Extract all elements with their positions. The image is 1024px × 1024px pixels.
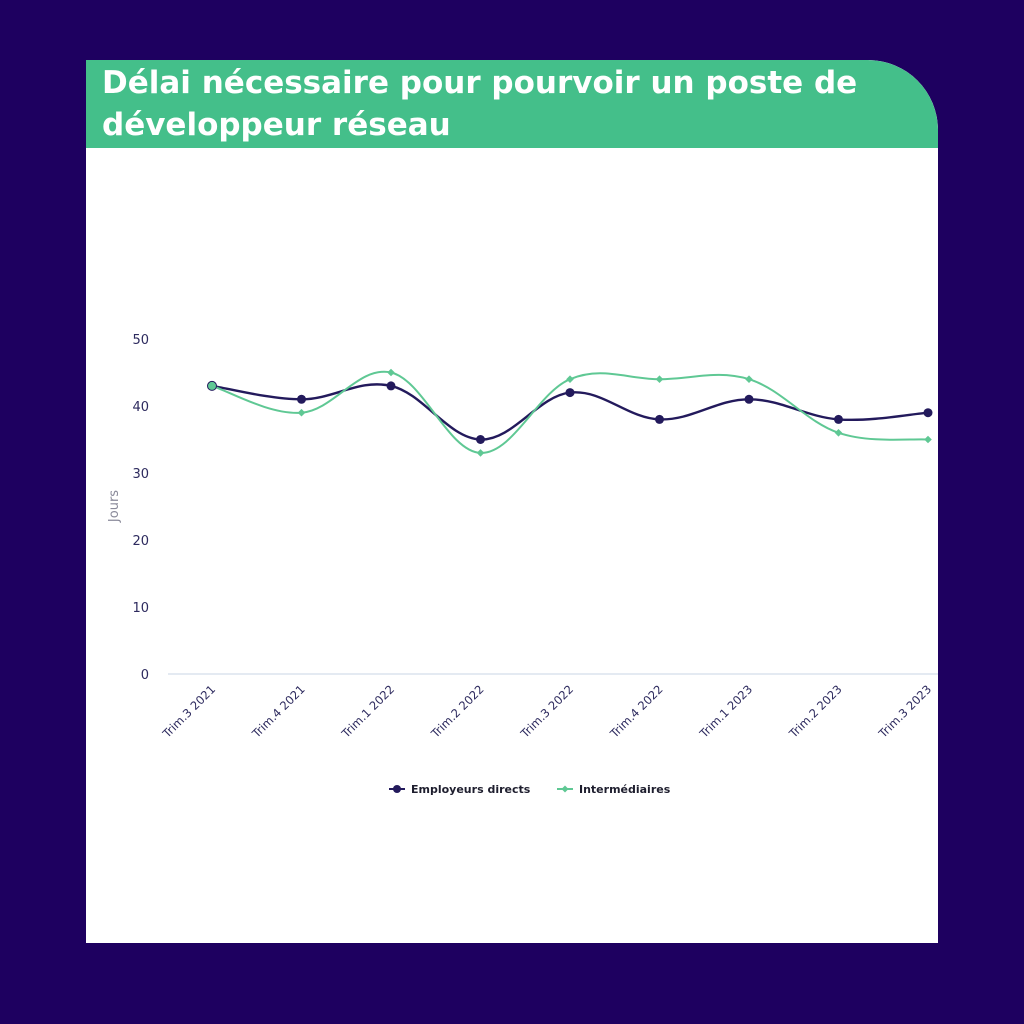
chart-title: Délai nécessaire pour pourvoir un poste … (102, 65, 858, 143)
y-tick-label: 0 (141, 668, 149, 683)
data-point-employeurs-directs (297, 394, 306, 404)
chart-area: 0 10 20 30 40 50 Jours Trim.3 2021 Trim.4 2021 Tr… (86, 148, 938, 805)
data-point-employeurs-directs (744, 394, 754, 404)
x-tick-label: Trim.1 2023 (696, 682, 755, 741)
x-tick-label: Trim.3 2023 (875, 682, 934, 741)
data-point-employeurs-directs (655, 414, 664, 424)
data-point-employeurs-directs (565, 388, 575, 398)
data-point-intermediaires (924, 435, 932, 444)
empty-area (86, 805, 938, 943)
data-point-employeurs-directs (476, 435, 485, 444)
data-point-overlap (207, 380, 217, 391)
series-line-intermediaires (211, 370, 929, 454)
x-tick-label: Trim.3 2021 (159, 682, 218, 741)
line-chart: 0 10 20 30 40 50 Jours Trim.3 2021 Trim.4 2021 Tr… (107, 333, 938, 796)
legend-label: Employeurs directs (411, 783, 531, 796)
x-tick-label: Trim.1 2022 (338, 682, 397, 741)
data-point-intermediaires (476, 449, 485, 457)
legend-marker (393, 785, 401, 793)
x-tick-label: Trim.2 2022 (428, 682, 487, 741)
data-point-intermediaires (387, 368, 395, 377)
x-tick-label: Trim.2 2023 (786, 682, 845, 741)
y-axis-label: Jours (107, 490, 122, 523)
data-point-intermediaires (566, 375, 574, 383)
y-tick-label: 40 (132, 400, 149, 415)
legend-label: Intermédiaires (579, 783, 671, 796)
data-point-employeurs-directs (923, 408, 933, 418)
data-point-intermediaires (297, 408, 306, 417)
x-tick-label: Trim.4 2021 (249, 682, 308, 741)
y-tick-label: 50 (132, 333, 149, 348)
data-point-intermediaires (834, 429, 843, 437)
x-tick-label: Trim.3 2022 (517, 682, 576, 741)
data-point-intermediaires (745, 375, 753, 383)
y-tick-label: 20 (132, 534, 149, 549)
data-point-employeurs-directs (834, 414, 843, 424)
y-tick-label: 10 (132, 601, 149, 616)
title-bar: Délai nécessaire pour pourvoir un poste … (86, 60, 938, 148)
x-tick-label: Trim.4 2022 (607, 682, 666, 741)
chart-card: Délai nécessaire pour pourvoir un poste … (86, 60, 938, 943)
legend-marker (561, 785, 569, 793)
y-tick-label: 30 (132, 467, 149, 482)
data-point-intermediaires (655, 375, 664, 383)
data-point-employeurs-directs (386, 381, 396, 391)
